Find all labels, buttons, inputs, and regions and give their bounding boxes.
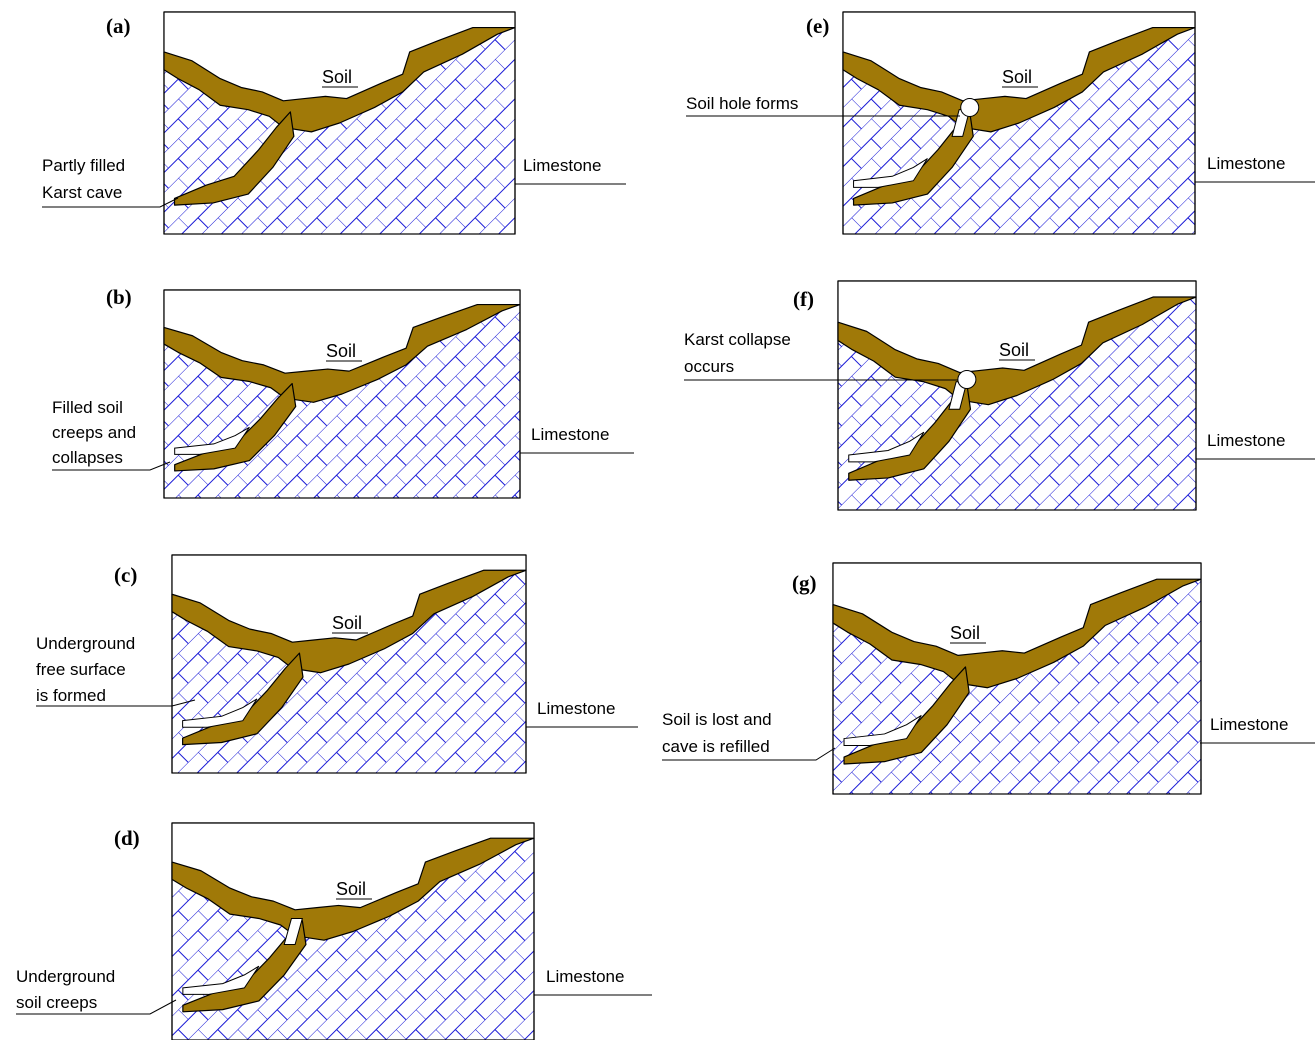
cave-void [853,158,928,188]
sky-area [838,281,1196,373]
cave-void [848,431,925,463]
annotation-line: Karst cave [42,183,122,202]
soil-label: Soil [1002,67,1032,87]
panel-label: (f) [793,287,814,311]
annotation-line: Soil is lost and [662,710,772,729]
soil-label: Soil [999,340,1029,360]
soil-hole [957,369,977,389]
limestone-label: Limestone [1207,431,1285,450]
annotation-line: Underground [36,634,135,653]
annotation-line: free surface [36,660,126,679]
sky-area [172,555,526,643]
annotation-line: Filled soil [52,398,123,417]
soil-layer [837,296,1197,406]
annotation-line: creeps and [52,423,136,442]
soil-layer [842,26,1196,133]
sky-area [833,563,1201,656]
panel-e: (e) Soil Limestone Soil hole forms [686,11,1315,235]
soil-label: Soil [950,623,980,643]
cave-void [182,698,258,728]
soil-layer [171,569,527,674]
annotation-line: soil creeps [16,993,97,1012]
annotation-leader [42,197,179,208]
soil-label: Soil [322,67,352,87]
panel-label: (g) [792,571,817,595]
soil-hole [960,97,980,117]
annotation-leader [36,699,196,707]
annotation-line: Partly filled [42,156,125,175]
limestone-label: Limestone [546,967,624,986]
panel-label: (b) [106,285,132,309]
annotation-leader [52,461,171,471]
annotation-line: collapses [52,448,123,467]
sky-area [172,823,534,910]
panel-c: (c) Soil Limestone Underground free surface i… [36,554,638,774]
soil-layer [163,303,521,403]
annotation-line: occurs [684,357,734,376]
annotation-leader [16,999,177,1015]
soil-pipe [283,917,303,946]
soil-layer [832,578,1202,689]
cave-void [174,426,250,455]
annotation-line: is formed [36,686,106,705]
karst-cave-fill [173,111,295,206]
soil-label: Soil [336,879,366,899]
limestone-label: Limestone [523,156,601,175]
annotation-line: cave is refilled [662,737,770,756]
soil-label: Soil [332,613,362,633]
panel-f: (f) Soil Limestone Karst collapse occurs [684,280,1315,511]
sky-area [164,290,520,374]
panel-b: (b) Soil Limestone Filled soil creeps and col… [52,285,634,499]
soil-label: Soil [326,341,356,361]
limestone-label: Limestone [531,425,609,444]
panel-label: (a) [106,14,131,38]
sky-area [843,12,1195,101]
sky-area [164,12,515,101]
annotation-line: Soil hole forms [686,94,798,113]
soil-layer [171,837,535,941]
annotation-line: Karst collapse [684,330,791,349]
panel-label: (d) [114,826,140,850]
panel-label: (c) [114,563,137,587]
limestone-label: Limestone [1210,715,1288,734]
panel-label: (e) [806,14,829,38]
limestone-label: Limestone [1207,154,1285,173]
limestone-label: Limestone [537,699,615,718]
cave-void [182,965,260,995]
annotation-line: Underground [16,967,115,986]
annotation-leader [662,747,836,761]
soil-layer [163,26,516,133]
panel-g: (g) Soil Limestone Soil is lost and cave is … [662,562,1315,795]
cave-void [843,715,922,746]
panel-d: (d) Soil Limestone Underground soil creeps [16,822,652,1040]
panel-a: (a) Soil Limestone Partly filled Karst cave [42,11,626,235]
